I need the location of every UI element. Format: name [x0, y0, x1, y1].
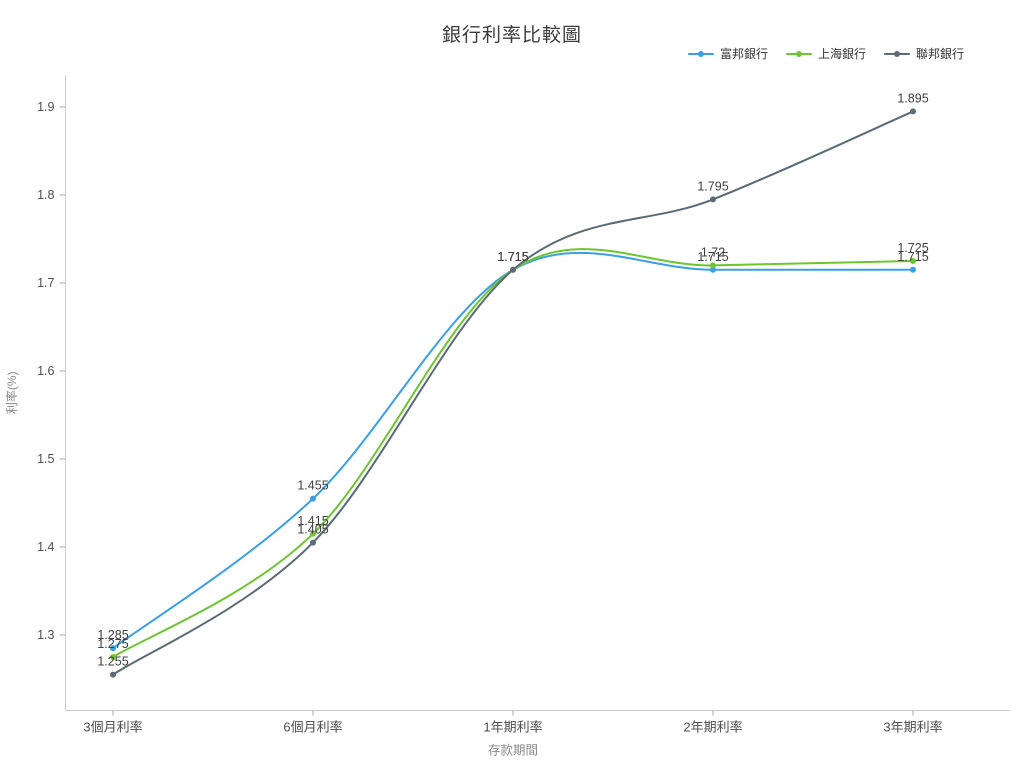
x-tick-label: 2年期利率: [683, 720, 742, 735]
data-point: [510, 266, 516, 273]
series-line: [112, 248, 914, 658]
legend-label: 上海銀行: [817, 47, 866, 61]
data-point-label: 1.795: [697, 179, 728, 193]
line-dot-marker-icon: [883, 50, 910, 58]
data-point: [110, 671, 116, 678]
legend-item-series-0[interactable]: 富邦銀行: [687, 45, 768, 62]
data-point-label: 1.72: [701, 245, 725, 259]
data-point-label: 1.275: [97, 637, 128, 651]
legend-label: 聯邦銀行: [915, 47, 964, 61]
data-point-label: 1.715: [897, 250, 928, 264]
data-point: [910, 108, 916, 115]
data-point-label: 1.405: [297, 523, 328, 537]
data-point-label: 1.725: [897, 241, 928, 255]
line-dot-marker-icon: [687, 50, 714, 58]
series-line: [112, 251, 914, 650]
x-tick-label: 6個月利率: [283, 720, 342, 735]
data-point-label: 1.715: [497, 250, 528, 264]
legend: 富邦銀行 上海銀行 聯邦銀行: [687, 45, 964, 62]
series-line: [112, 110, 914, 676]
data-point-label: 1.715: [497, 250, 528, 264]
data-point: [110, 645, 116, 652]
data-point: [710, 262, 716, 269]
data-point: [110, 654, 116, 660]
legend-item-series-2[interactable]: 聯邦銀行: [883, 45, 964, 62]
data-point: [310, 530, 316, 537]
data-point: [710, 196, 716, 203]
y-tick-label: 1.7: [37, 276, 54, 290]
data-point-label: 1.455: [297, 479, 328, 493]
data-point-label: 1.895: [897, 91, 928, 105]
y-tick-label: 1.6: [37, 364, 54, 378]
data-point: [910, 258, 916, 264]
data-point: [310, 539, 316, 546]
legend-item-series-1[interactable]: 上海銀行: [785, 45, 866, 62]
y-axis-title: 利率(%): [4, 371, 19, 414]
data-point-label: 1.715: [497, 250, 528, 264]
x-tick-label: 3個月利率: [83, 720, 142, 735]
data-point-label: 1.715: [697, 250, 728, 264]
data-point: [310, 495, 316, 502]
line-dot-marker-icon: [785, 50, 812, 58]
data-point-label: 1.255: [97, 655, 128, 669]
data-point-label: 1.415: [297, 514, 328, 528]
x-tick-label: 3年期利率: [883, 720, 942, 735]
y-tick-label: 1.4: [37, 540, 54, 554]
data-point: [910, 266, 916, 273]
legend-label: 富邦銀行: [719, 47, 768, 61]
data-point-label: 1.285: [97, 628, 128, 642]
chart-title: 銀行利率比較圖: [441, 25, 582, 46]
y-tick-label: 1.5: [37, 452, 54, 466]
y-tick-label: 1.8: [37, 188, 54, 202]
x-tick-label: 1年期利率: [483, 720, 542, 735]
data-point: [710, 266, 716, 273]
y-tick-label: 1.9: [37, 100, 54, 114]
y-tick-label: 1.3: [37, 628, 54, 642]
x-axis-title: 存款期間: [488, 744, 538, 758]
